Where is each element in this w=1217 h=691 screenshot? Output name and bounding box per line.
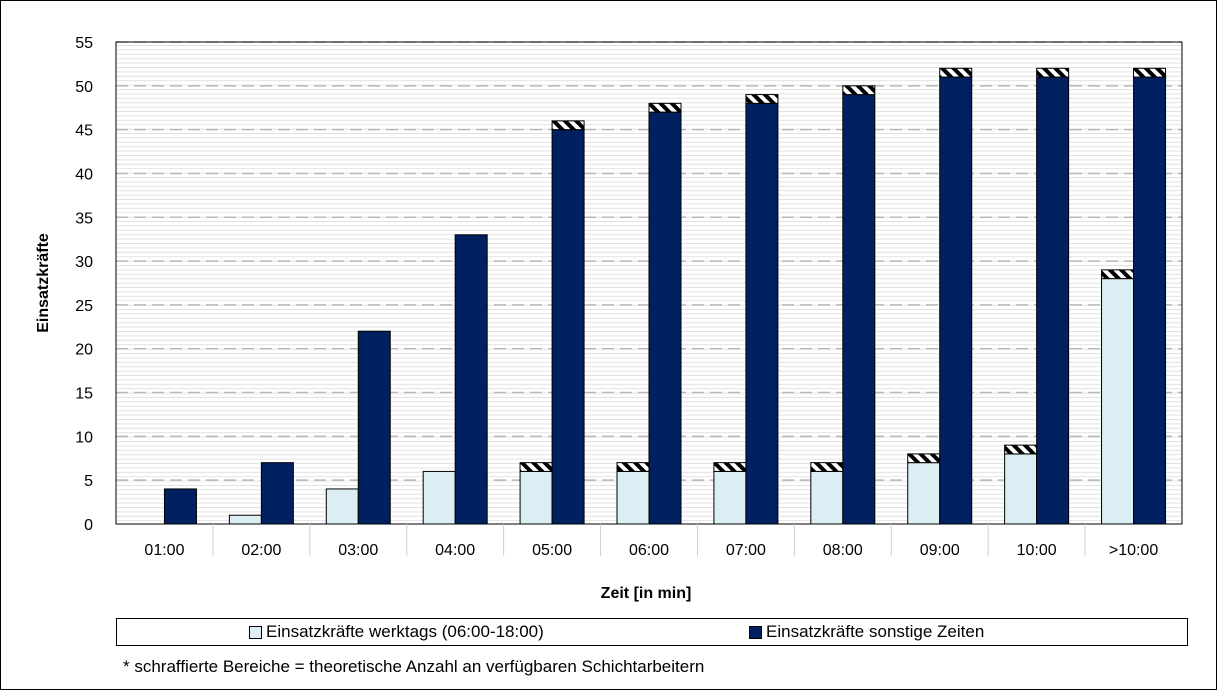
bar-hatched-sonstige [648,102,682,113]
bar-werktags [810,470,844,525]
x-tick-label: 02:00 [241,542,281,559]
bar-sonstige [1036,76,1070,525]
bar-werktags [1004,453,1038,525]
x-tick-label: 07:00 [726,542,766,559]
bar-sonstige [842,94,876,525]
bar-werktags [907,462,941,525]
bar-sonstige [939,76,973,525]
x-tick-label: 10:00 [1017,542,1057,559]
y-tick-label: 50 [75,79,93,96]
bar-sonstige [1133,76,1167,525]
y-tick-label: 15 [75,386,93,403]
x-tick-label: 03:00 [338,542,378,559]
bar-werktags [228,514,262,525]
bar-werktags [422,470,456,525]
x-tick-label: 05:00 [532,542,572,559]
x-tick-label: 01:00 [144,542,184,559]
bar-werktags [1101,278,1135,525]
bar-hatched-sonstige [551,120,585,131]
bar-sonstige [648,111,682,525]
bar-hatched-werktags [1004,444,1038,455]
legend-label-werktags: Einsatzkräfte werktags (06:00-18:00) [266,622,544,641]
x-axis-label: Zeit [in min] [601,585,692,602]
x-tick-label: 06:00 [629,542,669,559]
bar-sonstige [260,462,294,525]
bar-sonstige [551,129,585,525]
legend-swatch-werktags [249,625,262,639]
footnote: * schraffierte Bereiche = theoretische A… [123,657,705,676]
bar-hatched-sonstige [745,94,779,104]
bar-hatched-sonstige [1036,67,1070,78]
bar-sonstige [454,234,488,525]
y-tick-label: 55 [75,35,93,52]
x-tick-label: 04:00 [435,542,475,559]
y-tick-label: 40 [75,166,93,183]
x-tick-label: >10:00 [1109,542,1158,559]
legend: Einsatzkräfte werktags (06:00-18:00) Ein… [116,618,1188,646]
x-tick-label: 09:00 [920,542,960,559]
y-tick-label: 30 [75,254,93,271]
y-tick-label: 0 [84,517,93,534]
legend-item-werktags: Einsatzkräfte werktags (06:00-18:00) [249,622,544,642]
bar-hatched-werktags [519,462,553,472]
legend-swatch-sonstige [749,625,762,639]
bar-hatched-werktags [713,462,747,472]
bar-hatched-sonstige [842,85,876,96]
bar-sonstige [745,102,779,525]
bar-werktags [713,470,747,525]
y-tick-label: 35 [75,210,93,227]
y-tick-label: 45 [75,123,93,140]
legend-label-sonstige: Einsatzkräfte sonstige Zeiten [766,622,985,641]
bar-hatched-werktags [810,462,844,472]
bar-hatched-werktags [1101,269,1135,280]
bar-hatched-sonstige [1133,67,1167,78]
y-axis-label: Einsatzkräfte [35,233,52,333]
legend-item-sonstige: Einsatzkräfte sonstige Zeiten [749,622,984,642]
y-tick-label: 20 [75,342,93,359]
bar-hatched-sonstige [939,67,973,78]
y-tick-label: 5 [84,473,93,490]
x-tick-label: 08:00 [823,542,863,559]
plot-border [115,41,1183,525]
bar-sonstige [163,488,197,525]
bar-werktags [519,470,553,525]
bar-hatched-werktags [616,462,650,472]
y-tick-label: 25 [75,298,93,315]
bar-werktags [616,470,650,525]
y-tick-label: 10 [75,429,93,446]
bar-sonstige [357,330,391,525]
bar-hatched-werktags [907,453,941,464]
bar-werktags [325,488,359,525]
